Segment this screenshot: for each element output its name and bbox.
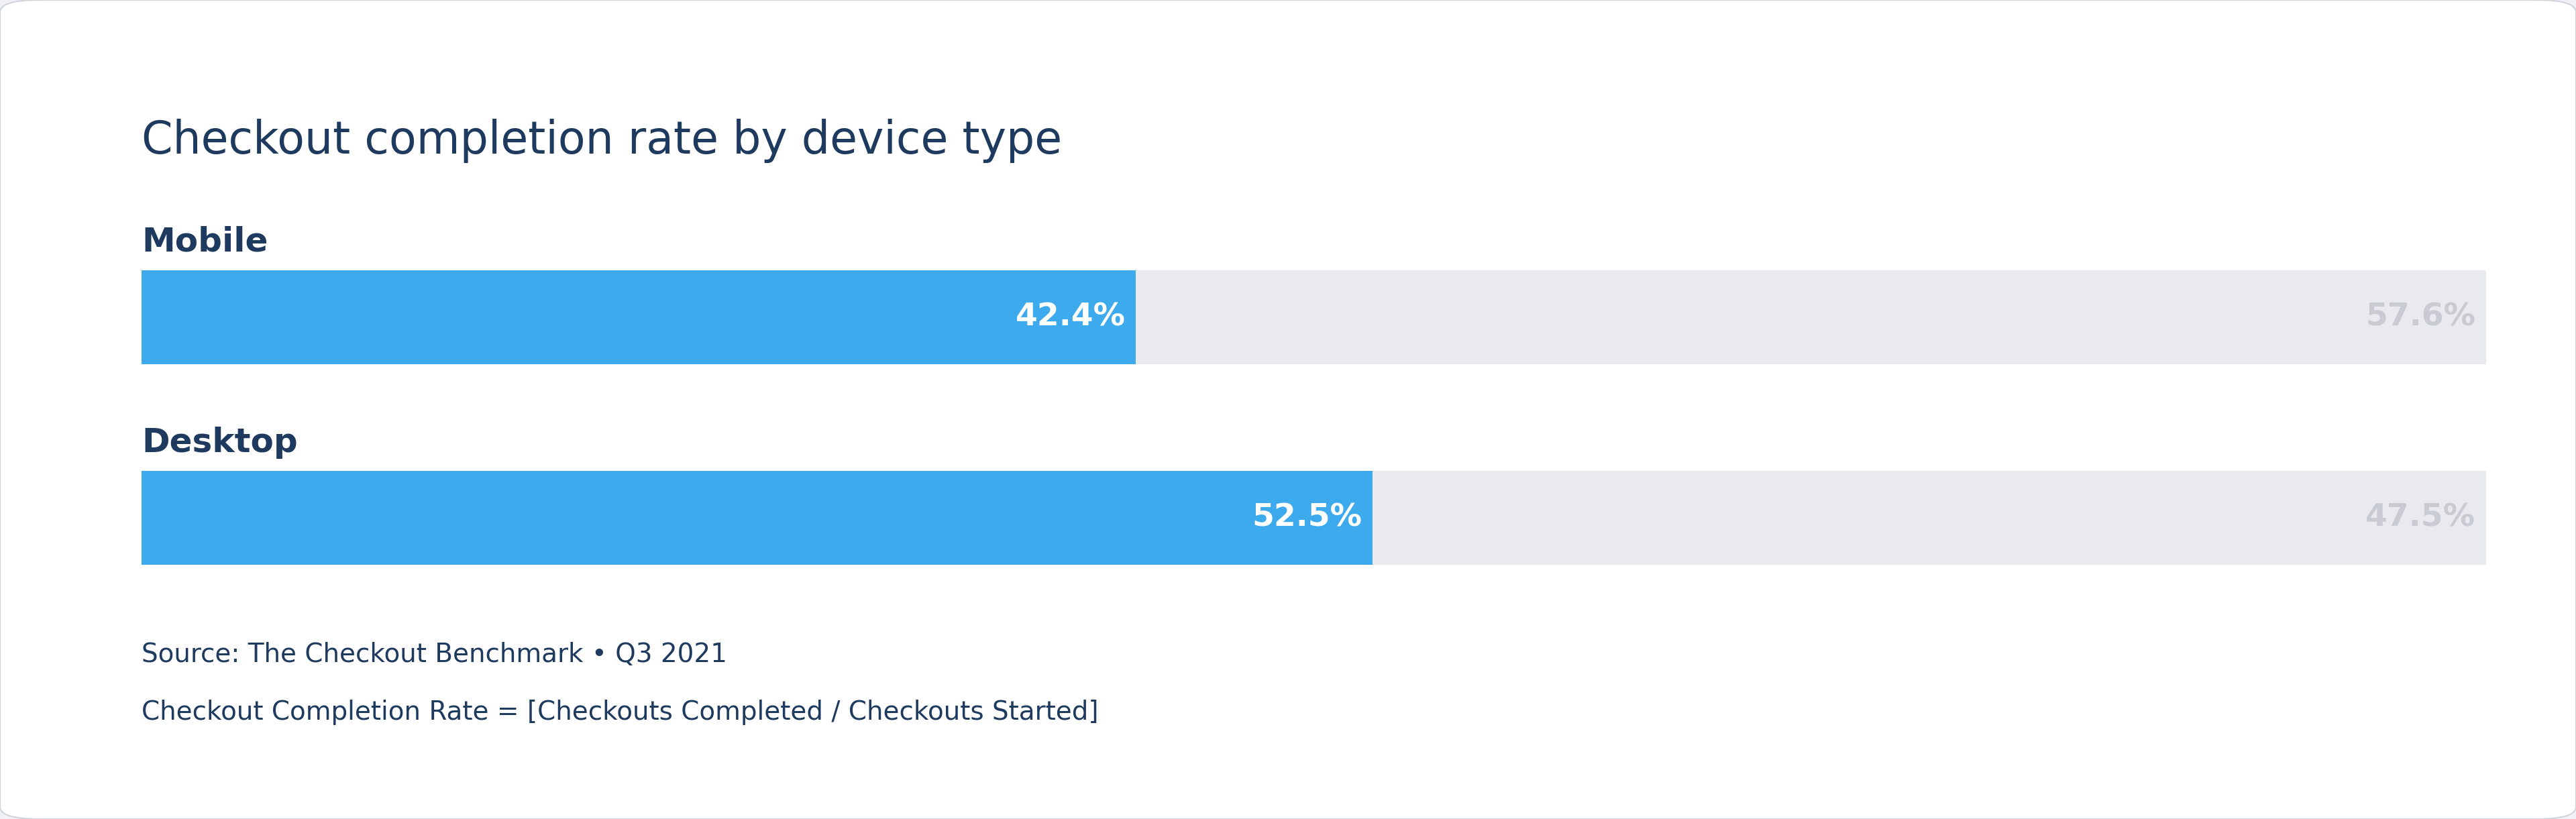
Text: 57.6%: 57.6%: [2365, 302, 2476, 333]
Text: 47.5%: 47.5%: [2365, 503, 2476, 533]
Text: Checkout completion rate by device type: Checkout completion rate by device type: [142, 119, 1061, 163]
Text: Mobile: Mobile: [142, 226, 268, 258]
Text: 52.5%: 52.5%: [1252, 503, 1363, 533]
Text: Source: The Checkout Benchmark • Q3 2021: Source: The Checkout Benchmark • Q3 2021: [142, 642, 726, 667]
Text: Desktop: Desktop: [142, 427, 299, 459]
Text: Checkout Completion Rate = [Checkouts Completed / Checkouts Started]: Checkout Completion Rate = [Checkouts Co…: [142, 699, 1100, 725]
Text: 42.4%: 42.4%: [1015, 302, 1126, 333]
